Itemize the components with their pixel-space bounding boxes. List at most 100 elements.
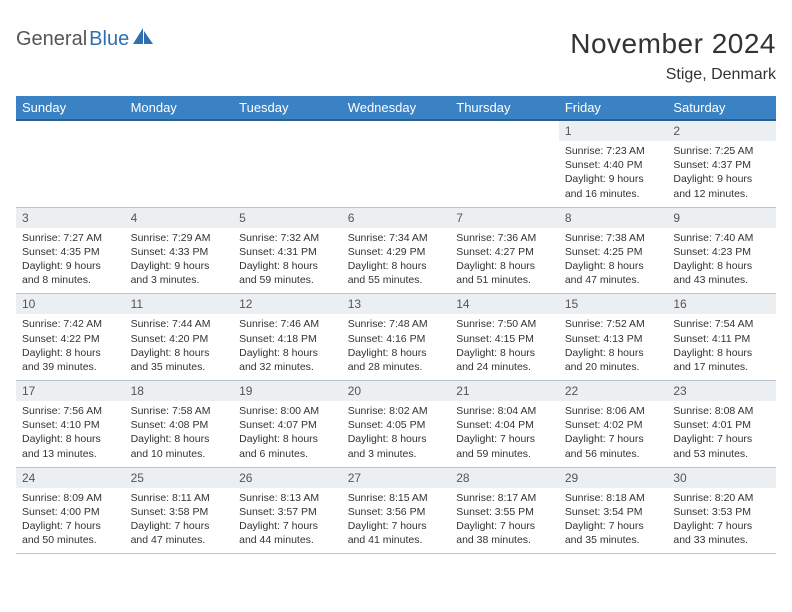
logo: GeneralBlue [16,28,155,51]
day-detail-cell: Sunrise: 7:25 AMSunset: 4:37 PMDaylight:… [667,141,776,207]
day1-text: Daylight: 7 hours [456,519,553,533]
day-detail-cell [233,141,342,207]
day2-text: and 59 minutes. [239,273,336,287]
day1-text: Daylight: 9 hours [22,259,119,273]
day2-text: and 38 minutes. [456,533,553,547]
sunrise-text: Sunrise: 8:20 AM [673,491,770,505]
day2-text: and 32 minutes. [239,360,336,374]
weekday-header: Wednesday [342,96,451,120]
weekday-header: Sunday [16,96,125,120]
sunrise-text: Sunrise: 7:54 AM [673,317,770,331]
day-detail-cell: Sunrise: 8:11 AMSunset: 3:58 PMDaylight:… [125,488,234,554]
sunrise-text: Sunrise: 7:40 AM [673,231,770,245]
day1-text: Daylight: 7 hours [456,432,553,446]
sunset-text: Sunset: 4:23 PM [673,245,770,259]
day1-text: Daylight: 8 hours [22,346,119,360]
sunrise-text: Sunrise: 7:42 AM [22,317,119,331]
sunset-text: Sunset: 3:54 PM [565,505,662,519]
day-detail-cell: Sunrise: 8:15 AMSunset: 3:56 PMDaylight:… [342,488,451,554]
day-detail-cell: Sunrise: 7:52 AMSunset: 4:13 PMDaylight:… [559,314,668,380]
day-number-cell [450,120,559,141]
day-detail-row: Sunrise: 8:09 AMSunset: 4:00 PMDaylight:… [16,488,776,554]
day-detail-row: Sunrise: 7:27 AMSunset: 4:35 PMDaylight:… [16,228,776,294]
day1-text: Daylight: 8 hours [348,259,445,273]
sunset-text: Sunset: 3:58 PM [131,505,228,519]
day-number-cell: 14 [450,294,559,315]
day1-text: Daylight: 8 hours [239,259,336,273]
sunset-text: Sunset: 4:25 PM [565,245,662,259]
day1-text: Daylight: 8 hours [131,346,228,360]
day2-text: and 20 minutes. [565,360,662,374]
sunrise-text: Sunrise: 7:46 AM [239,317,336,331]
day-detail-cell [16,141,125,207]
day-number-cell: 10 [16,294,125,315]
day2-text: and 35 minutes. [565,533,662,547]
sunset-text: Sunset: 3:53 PM [673,505,770,519]
day1-text: Daylight: 8 hours [348,346,445,360]
sunset-text: Sunset: 4:05 PM [348,418,445,432]
day-number-cell: 5 [233,207,342,228]
sunrise-text: Sunrise: 7:23 AM [565,144,662,158]
day-detail-cell: Sunrise: 8:08 AMSunset: 4:01 PMDaylight:… [667,401,776,467]
day-detail-cell: Sunrise: 7:54 AMSunset: 4:11 PMDaylight:… [667,314,776,380]
day-detail-cell [125,141,234,207]
sunrise-text: Sunrise: 7:56 AM [22,404,119,418]
day2-text: and 39 minutes. [22,360,119,374]
sunset-text: Sunset: 4:13 PM [565,332,662,346]
day-number-cell: 13 [342,294,451,315]
day2-text: and 41 minutes. [348,533,445,547]
day-number-cell: 23 [667,381,776,402]
sunrise-text: Sunrise: 7:52 AM [565,317,662,331]
sunset-text: Sunset: 4:37 PM [673,158,770,172]
sunset-text: Sunset: 4:08 PM [131,418,228,432]
day-number-cell: 12 [233,294,342,315]
day-number-cell: 19 [233,381,342,402]
day-number-cell: 4 [125,207,234,228]
day-number-cell: 8 [559,207,668,228]
day2-text: and 59 minutes. [456,447,553,461]
title-block: November 2024 Stige, Denmark [570,28,776,84]
sunrise-text: Sunrise: 7:29 AM [131,231,228,245]
day-detail-cell: Sunrise: 8:09 AMSunset: 4:00 PMDaylight:… [16,488,125,554]
day1-text: Daylight: 7 hours [565,432,662,446]
day2-text: and 53 minutes. [673,447,770,461]
day1-text: Daylight: 8 hours [348,432,445,446]
day2-text: and 3 minutes. [348,447,445,461]
calendar-header-row: Sunday Monday Tuesday Wednesday Thursday… [16,96,776,120]
sail-icon [133,28,155,51]
day-detail-cell: Sunrise: 8:06 AMSunset: 4:02 PMDaylight:… [559,401,668,467]
sunrise-text: Sunrise: 7:32 AM [239,231,336,245]
sunrise-text: Sunrise: 7:58 AM [131,404,228,418]
sunrise-text: Sunrise: 7:48 AM [348,317,445,331]
day2-text: and 51 minutes. [456,273,553,287]
day-number-cell: 21 [450,381,559,402]
day1-text: Daylight: 9 hours [565,172,662,186]
day-number-cell: 30 [667,467,776,488]
day2-text: and 55 minutes. [348,273,445,287]
sunrise-text: Sunrise: 8:11 AM [131,491,228,505]
day1-text: Daylight: 8 hours [565,259,662,273]
calendar-table: Sunday Monday Tuesday Wednesday Thursday… [16,96,776,554]
sunset-text: Sunset: 4:02 PM [565,418,662,432]
day1-text: Daylight: 7 hours [239,519,336,533]
logo-text-general: General [16,28,87,51]
day-number-row: 3456789 [16,207,776,228]
day-number-row: 17181920212223 [16,381,776,402]
sunset-text: Sunset: 4:18 PM [239,332,336,346]
day-detail-cell: Sunrise: 7:38 AMSunset: 4:25 PMDaylight:… [559,228,668,294]
sunrise-text: Sunrise: 7:50 AM [456,317,553,331]
sunrise-text: Sunrise: 8:15 AM [348,491,445,505]
calendar-body: 12Sunrise: 7:23 AMSunset: 4:40 PMDayligh… [16,120,776,554]
day2-text: and 28 minutes. [348,360,445,374]
sunrise-text: Sunrise: 8:06 AM [565,404,662,418]
day2-text: and 6 minutes. [239,447,336,461]
day-number-cell [233,120,342,141]
day-detail-cell: Sunrise: 7:23 AMSunset: 4:40 PMDaylight:… [559,141,668,207]
day1-text: Daylight: 9 hours [673,172,770,186]
day-number-cell: 1 [559,120,668,141]
day2-text: and 56 minutes. [565,447,662,461]
day-number-cell: 2 [667,120,776,141]
sunset-text: Sunset: 3:55 PM [456,505,553,519]
day-detail-cell: Sunrise: 7:40 AMSunset: 4:23 PMDaylight:… [667,228,776,294]
day-number-cell: 27 [342,467,451,488]
